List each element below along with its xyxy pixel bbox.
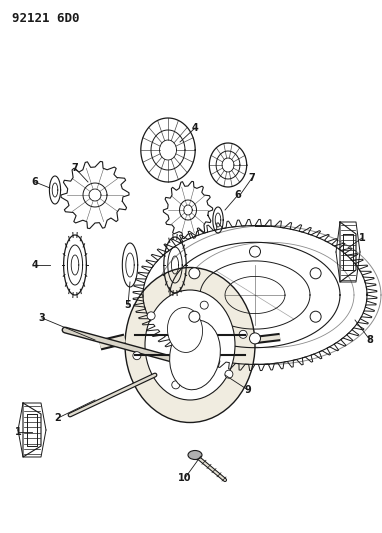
Ellipse shape <box>170 320 220 390</box>
Circle shape <box>310 268 321 279</box>
Text: 10: 10 <box>178 473 192 483</box>
Circle shape <box>239 330 247 338</box>
Text: 3: 3 <box>39 313 45 323</box>
Circle shape <box>147 312 155 320</box>
Circle shape <box>200 301 208 309</box>
Circle shape <box>133 352 141 360</box>
Text: 6: 6 <box>32 177 38 187</box>
Text: 7: 7 <box>72 163 78 173</box>
Text: 4: 4 <box>192 123 198 133</box>
Circle shape <box>225 370 233 378</box>
Ellipse shape <box>145 290 235 400</box>
Text: 9: 9 <box>244 385 251 395</box>
Circle shape <box>310 311 321 322</box>
Text: 2: 2 <box>55 413 62 423</box>
Text: 5: 5 <box>125 300 131 310</box>
Ellipse shape <box>167 308 202 352</box>
Text: 6: 6 <box>235 190 241 200</box>
Text: 1: 1 <box>359 233 365 243</box>
Text: 1: 1 <box>15 427 21 437</box>
Text: 8: 8 <box>367 335 374 345</box>
Text: 92121 6D0: 92121 6D0 <box>12 12 79 25</box>
Text: 4: 4 <box>32 260 38 270</box>
Circle shape <box>249 333 261 344</box>
Circle shape <box>189 311 200 322</box>
Ellipse shape <box>125 268 255 423</box>
Circle shape <box>172 381 180 389</box>
Text: 7: 7 <box>249 173 256 183</box>
Circle shape <box>249 246 261 257</box>
Circle shape <box>189 268 200 279</box>
Ellipse shape <box>188 450 202 459</box>
